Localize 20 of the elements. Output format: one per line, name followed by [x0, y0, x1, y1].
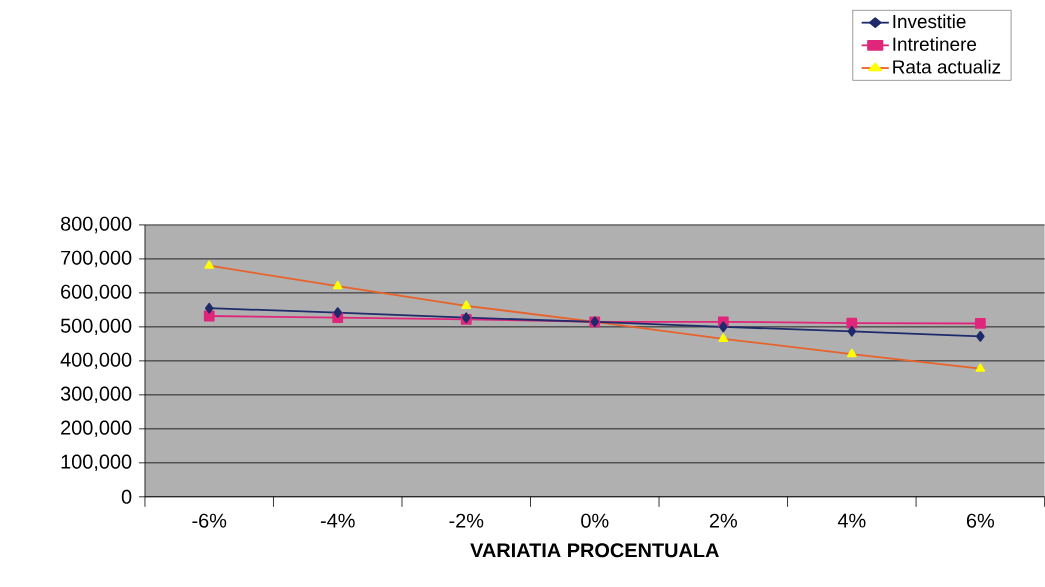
x-tick-label: -6% [192, 513, 227, 528]
x-tick-label: 6% [966, 513, 995, 528]
legend-label: Investitie [893, 14, 966, 29]
x-tick-label: 2% [709, 513, 737, 528]
legend-label: Intretinere [893, 37, 977, 51]
legend-label: Rata actualiz [893, 59, 1001, 74]
x-tick-label: 4% [837, 513, 866, 528]
y-tick-label: 600,000 [61, 284, 132, 302]
x-tick-label: -4% [320, 513, 355, 528]
x-tick-label: 0% [581, 513, 609, 528]
y-tick-label: 200,000 [61, 420, 132, 438]
x-axis-title: VARIATIA PROCENTUALA [470, 543, 719, 558]
y-tick-label: 700,000 [61, 250, 132, 268]
x-tick-label: -2% [449, 513, 484, 528]
y-tick-label: 300,000 [60, 386, 132, 404]
y-tick-label: 0 [121, 489, 132, 504]
y-tick-label: 400,000 [60, 352, 132, 370]
y-tick-label: 500,000 [60, 318, 132, 336]
y-tick-label: 100,000 [61, 454, 132, 472]
y-tick-label: 800,000 [60, 216, 132, 234]
